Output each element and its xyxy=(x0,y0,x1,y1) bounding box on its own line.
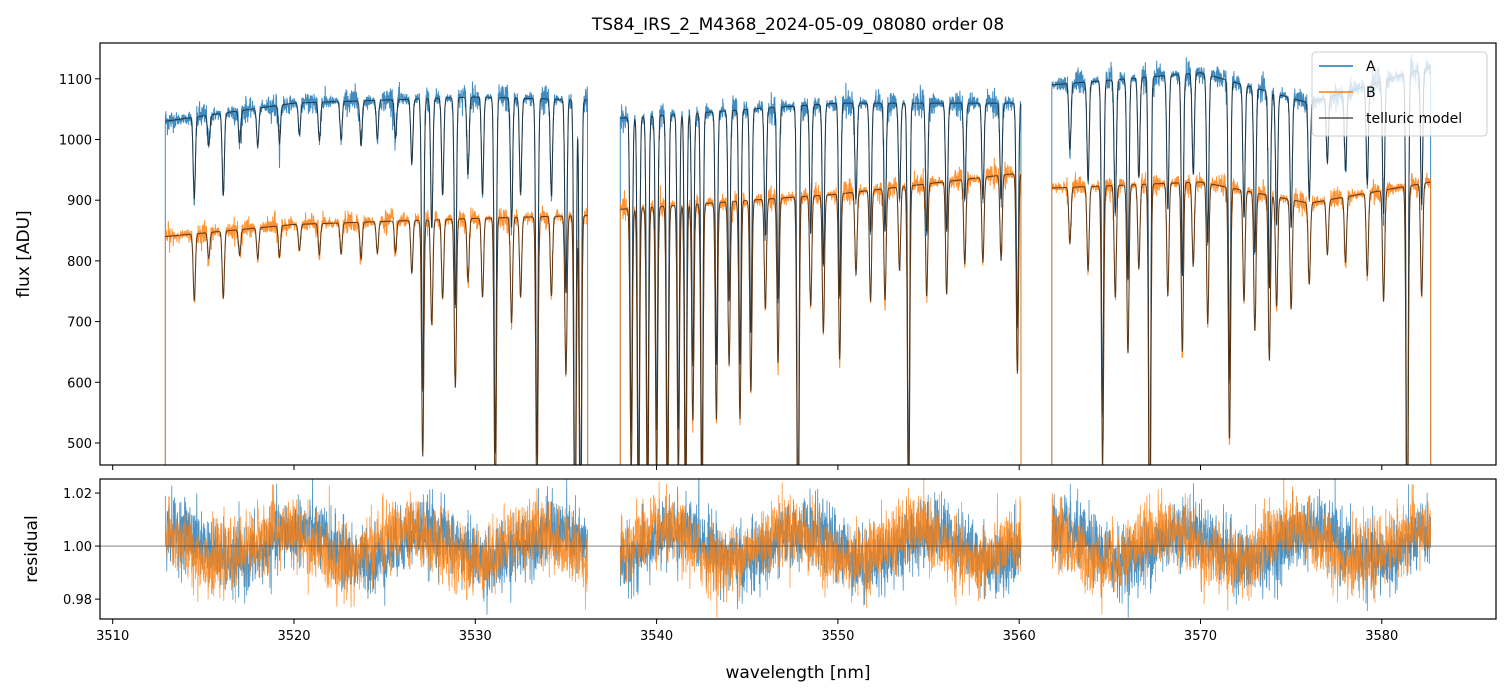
residual-y-tick-label: 0.98 xyxy=(63,593,92,608)
flux-y-tick-label: 600 xyxy=(67,376,92,391)
x-tick-label: 3510 xyxy=(96,629,129,644)
x-tick-label: 3520 xyxy=(277,629,310,644)
y-axis-label-residual: residual xyxy=(22,515,42,582)
legend-label-model: telluric model xyxy=(1366,111,1462,127)
legend: A B telluric model xyxy=(1311,51,1488,137)
flux-y-tick-label: 1000 xyxy=(59,134,92,149)
flux-y-tick-label: 900 xyxy=(67,194,92,209)
series-a-flux-segment-0 xyxy=(164,81,589,465)
residual-y-tick-label: 1.02 xyxy=(63,487,92,502)
legend-label-b: B xyxy=(1366,85,1376,101)
telluric-model-b-segment-2 xyxy=(1051,181,1431,465)
residual-axes-frame xyxy=(99,478,1497,620)
flux-y-tick-label: 500 xyxy=(67,437,92,452)
x-tick-label: 3560 xyxy=(1003,629,1036,644)
residual-b-segment-2 xyxy=(1051,479,1431,615)
chart-title: TS84_IRS_2_M4368_2024-05-09_08080 order … xyxy=(591,15,1004,35)
x-axis-label: wavelength [nm] xyxy=(725,663,870,683)
legend-label-a: A xyxy=(1366,59,1376,75)
residual-b-segment-1 xyxy=(619,479,1022,618)
x-tick-label: 3580 xyxy=(1365,629,1398,644)
telluric-model-a-segment-1 xyxy=(620,102,1022,465)
telluric-model-b-segment-0 xyxy=(165,214,588,465)
residual-y-tick-label: 1.00 xyxy=(63,540,92,555)
telluric-model-a-segment-2 xyxy=(1051,66,1431,465)
flux-y-tick-label: 800 xyxy=(67,255,92,270)
x-tick-label: 3540 xyxy=(640,629,673,644)
x-tick-label: 3550 xyxy=(821,629,854,644)
flux-axes-frame xyxy=(99,42,1497,466)
x-tick-label: 3570 xyxy=(1184,629,1217,644)
y-axis-label-flux: flux [ADU] xyxy=(14,210,34,297)
telluric-model-a-segment-0 xyxy=(165,96,588,465)
telluric-model-b-segment-1 xyxy=(620,173,1022,465)
x-tick-label: 3530 xyxy=(459,629,492,644)
flux-y-tick-label: 700 xyxy=(67,316,92,331)
residual-b-segment-0 xyxy=(164,484,588,610)
flux-y-tick-label: 1100 xyxy=(59,73,92,88)
